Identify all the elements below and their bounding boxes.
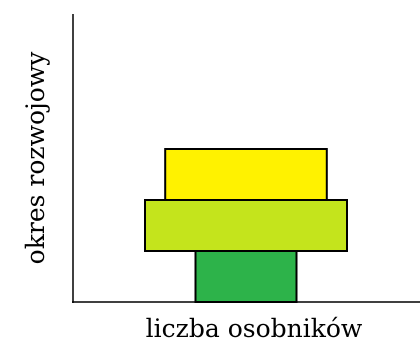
x-axis-label: liczba osobników	[146, 314, 363, 343]
pyramid-bars	[144, 148, 348, 303]
y-axis-label: okres rozwojowy	[21, 51, 50, 265]
pyramid-bar-2	[144, 199, 348, 252]
pyramid-bar-3	[164, 148, 328, 201]
pyramid-bar-1	[194, 250, 298, 303]
